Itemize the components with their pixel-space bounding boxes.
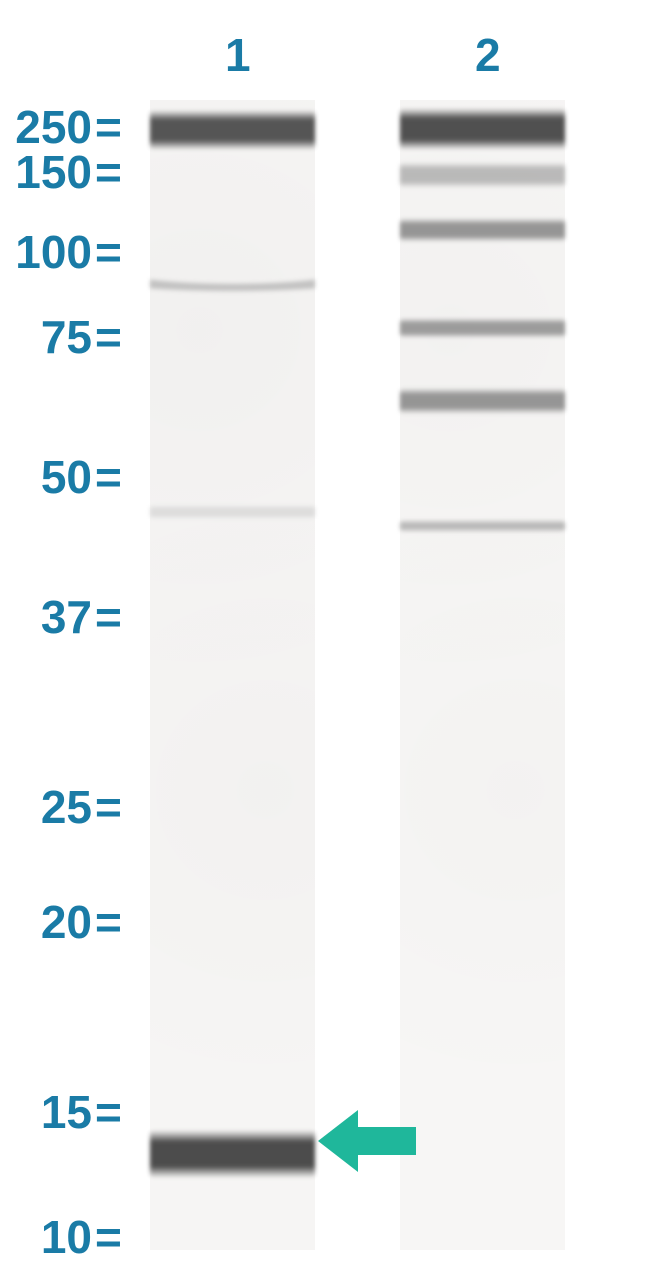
target-band-arrow	[318, 1110, 416, 1172]
mw-dash-37: =	[95, 590, 118, 644]
mw-label-50: 50	[20, 450, 92, 504]
lane-header-1: 1	[225, 28, 251, 82]
mw-dash-25: =	[95, 780, 118, 834]
lane1-band-2	[150, 505, 315, 519]
lane2-band-0	[400, 108, 565, 150]
mw-label-25: 25	[20, 780, 92, 834]
lane2-band-1	[400, 162, 565, 188]
mw-label-100: 100	[0, 225, 92, 279]
mw-dash-10: =	[95, 1210, 118, 1264]
lane2	[400, 100, 565, 1250]
lane-header-2: 2	[475, 28, 501, 82]
lane1-band-1	[150, 270, 315, 310]
mw-dash-50: =	[95, 450, 118, 504]
lane2-band-4	[400, 388, 565, 414]
lane2-band-3	[400, 318, 565, 338]
mw-label-15: 15	[20, 1085, 92, 1139]
lane2-band-2	[400, 218, 565, 242]
mw-dash-150: =	[95, 145, 118, 199]
lane1-band-0	[150, 110, 315, 150]
arrow-shaft	[358, 1127, 416, 1155]
mw-dash-75: =	[95, 310, 118, 364]
mw-dash-15: =	[95, 1085, 118, 1139]
mw-dash-100: =	[95, 225, 118, 279]
mw-label-37: 37	[20, 590, 92, 644]
lane2-band-5	[400, 520, 565, 532]
lane1	[150, 100, 315, 1250]
lane1-band-3	[150, 1130, 315, 1178]
mw-label-20: 20	[20, 895, 92, 949]
mw-label-10: 10	[20, 1210, 92, 1264]
arrow-head-icon	[318, 1110, 358, 1172]
mw-label-75: 75	[20, 310, 92, 364]
mw-dash-20: =	[95, 895, 118, 949]
mw-label-150: 150	[0, 145, 92, 199]
